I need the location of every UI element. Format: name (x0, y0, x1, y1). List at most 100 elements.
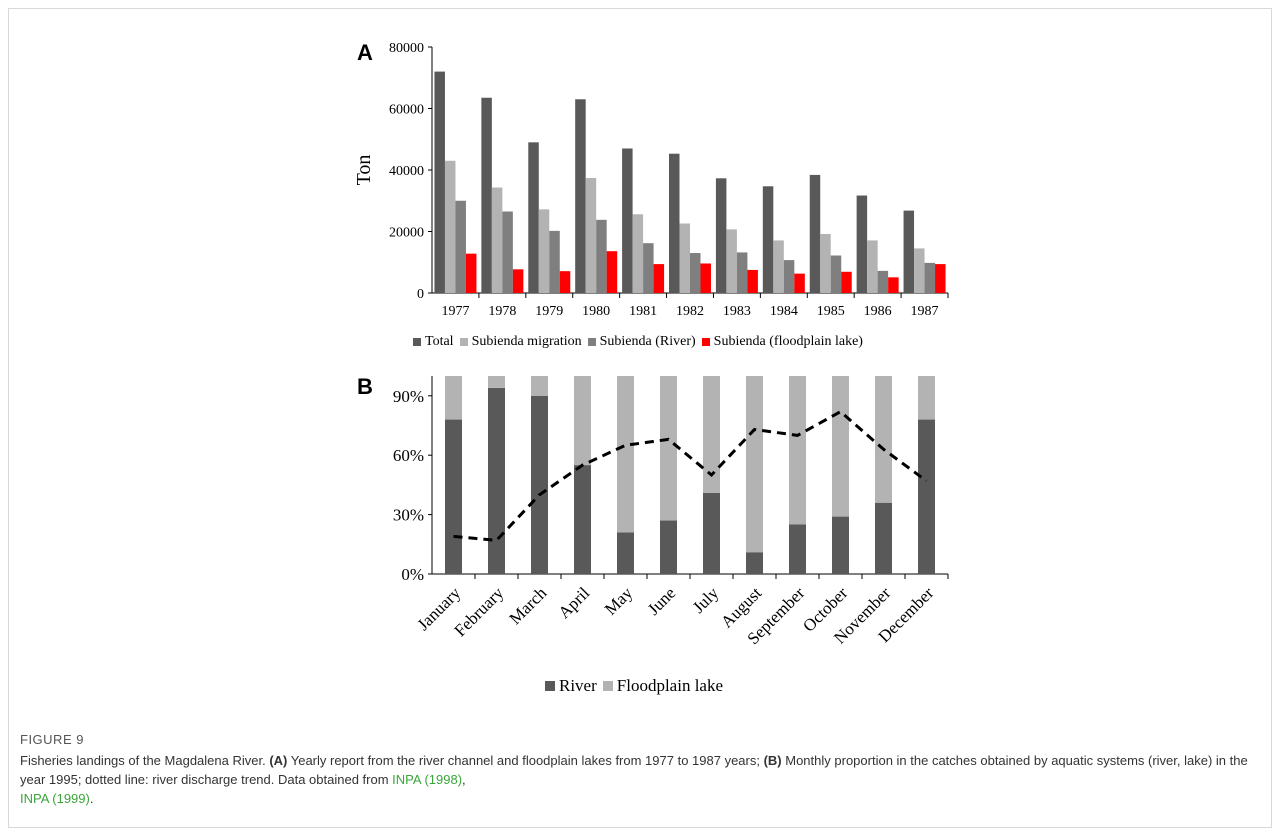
figure-frame (8, 8, 1272, 828)
y-tick-label: 40000 (389, 164, 424, 179)
bar (762, 186, 774, 293)
x-tick-label: 1980 (582, 304, 610, 319)
bar (794, 273, 805, 293)
reference-link[interactable]: INPA (1999) (20, 791, 90, 806)
bar (856, 195, 868, 293)
bar (622, 148, 633, 293)
bar (867, 240, 878, 293)
legend-item: Floodplain lake (602, 676, 723, 696)
bar (746, 552, 763, 574)
bar (875, 376, 892, 503)
bar (789, 524, 806, 574)
bar (888, 277, 899, 293)
bar (820, 233, 831, 293)
legend-item: Subienda (River) (587, 334, 696, 350)
bar (669, 153, 680, 293)
legend-label: Total (425, 334, 454, 349)
figure-label: FIGURE 9 (20, 732, 84, 747)
x-tick-label: June (644, 583, 679, 618)
bar (445, 376, 462, 420)
bar (918, 376, 935, 420)
bar (703, 376, 720, 493)
bar (531, 376, 548, 396)
bar (574, 465, 591, 574)
legend-item: Subienda (floodplain lake) (701, 334, 863, 350)
bar (617, 376, 634, 533)
bar (783, 260, 795, 293)
legend-item: Total (413, 334, 454, 350)
y-tick-label: 60% (393, 446, 424, 465)
x-tick-label: 1984 (770, 304, 798, 319)
x-tick-label: 1986 (864, 304, 892, 319)
bar (747, 269, 758, 293)
legend-swatch (701, 338, 710, 346)
caption-part: Monthly proportion in the catches obtain… (20, 753, 1248, 787)
y-tick-label: 90% (393, 387, 424, 406)
x-tick-label: 1981 (629, 304, 657, 319)
bar (746, 376, 763, 553)
trend-line (453, 409, 928, 542)
bar (434, 71, 445, 293)
panel-a-letter: A (357, 40, 373, 65)
bar (559, 271, 571, 293)
bar (690, 253, 701, 293)
bar (789, 376, 806, 525)
bar (841, 271, 852, 293)
y-tick-label: 30% (393, 506, 424, 525)
bar (832, 376, 849, 517)
bar (918, 419, 935, 574)
caption-part: , (462, 772, 466, 787)
bar (502, 211, 513, 293)
bar (830, 255, 842, 293)
bar (715, 178, 727, 293)
caption-bold-b: (B) (763, 753, 782, 768)
bar (935, 264, 946, 293)
y-tick-label: 20000 (389, 226, 424, 241)
bar (465, 253, 477, 293)
legend-label: Subienda (floodplain lake) (713, 334, 863, 349)
bar (875, 502, 892, 574)
figure-caption: FIGURE 9 Fisheries landings of the Magda… (20, 732, 1260, 808)
chart-b-legend: River Floodplain lake (545, 676, 729, 696)
bar (700, 263, 711, 293)
x-tick-label: 1979 (535, 304, 563, 319)
bar (481, 97, 492, 293)
bar (574, 376, 591, 466)
bar (809, 174, 821, 293)
legend-label: River (559, 676, 597, 695)
bar (549, 230, 560, 293)
bar (726, 229, 737, 293)
chart-a-legend: Total Subienda migration Subienda (River) S… (413, 334, 869, 350)
bar (643, 243, 654, 293)
reference-link[interactable]: INPA (1998) (392, 772, 463, 787)
bar (903, 210, 915, 293)
caption-bold-a: (A) (269, 753, 288, 768)
x-tick-label: 1977 (441, 304, 469, 319)
legend-swatch (545, 681, 555, 691)
legend-swatch (587, 338, 596, 346)
bar (455, 200, 466, 293)
y-axis-title: Ton (353, 155, 375, 186)
bar (832, 516, 849, 574)
legend-item: River (545, 676, 597, 696)
bar (445, 419, 462, 574)
bar (617, 532, 634, 574)
y-tick-label: 0% (401, 565, 424, 584)
bar (512, 269, 524, 293)
x-tick-label: May (601, 583, 637, 619)
x-tick-label: 1985 (817, 304, 845, 319)
y-tick-label: 60000 (389, 103, 424, 118)
legend-swatch (602, 681, 613, 691)
bar (914, 248, 925, 293)
bar (531, 395, 548, 574)
bar (444, 160, 456, 293)
bar (877, 270, 889, 293)
bar (528, 142, 539, 293)
x-tick-label: July (689, 583, 723, 617)
caption-part: . (89, 791, 94, 806)
caption-text: Fisheries landings of the Magdalena Rive… (20, 751, 1260, 808)
bar (653, 264, 665, 293)
x-tick-label: March (506, 583, 551, 628)
legend-label: Subienda migration (471, 334, 582, 349)
bar (660, 376, 677, 521)
